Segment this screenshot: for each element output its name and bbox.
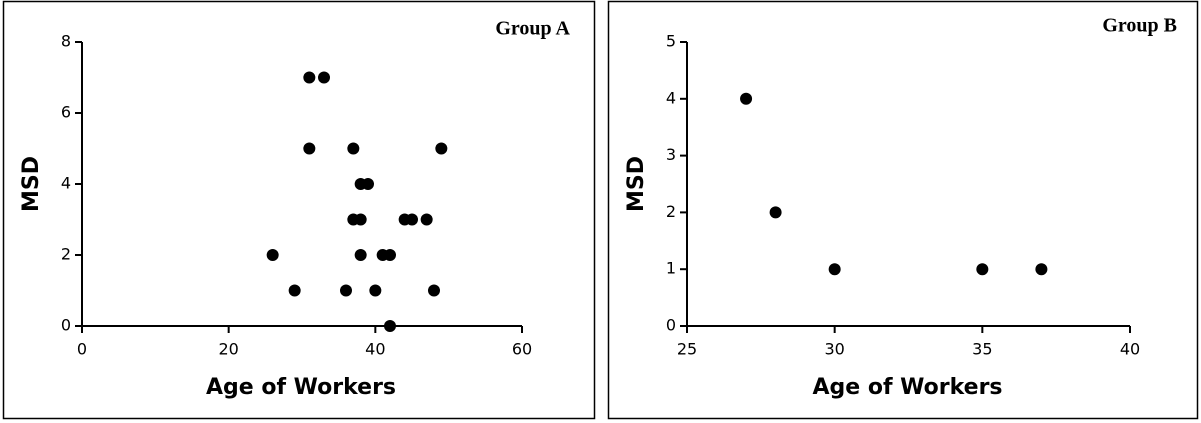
y-axis-title: MSD <box>624 156 649 212</box>
panel-border <box>2 0 596 420</box>
y-tick-label: 2 <box>61 245 71 264</box>
y-tick-label: 3 <box>666 145 676 164</box>
x-tick-label: 35 <box>972 340 992 359</box>
y-tick-label: 4 <box>61 174 71 193</box>
chart-title: Group A <box>495 18 570 40</box>
panel-border <box>607 0 1199 420</box>
x-tick-label: 40 <box>365 340 385 359</box>
y-tick-label: 5 <box>666 32 676 51</box>
point <box>976 263 989 276</box>
x-tick-label: 20 <box>218 340 238 359</box>
y-tick-label: 4 <box>666 88 676 107</box>
point <box>435 142 448 155</box>
point <box>303 142 316 155</box>
point <box>828 263 841 276</box>
point <box>1035 263 1048 276</box>
point <box>340 284 352 297</box>
y-tick-label: 8 <box>61 32 71 51</box>
y-tick-label: 6 <box>61 103 71 122</box>
chart-title: Group B <box>1102 15 1177 37</box>
point <box>266 249 279 261</box>
x-axis-title: Age of Workers <box>206 375 396 400</box>
y-tick-label: 1 <box>666 259 676 278</box>
point <box>740 92 753 105</box>
point <box>369 284 382 297</box>
point <box>288 284 301 297</box>
y-tick-label: 0 <box>61 316 71 335</box>
point <box>354 249 367 261</box>
point <box>303 71 316 84</box>
point <box>384 320 396 332</box>
x-tick-label: 0 <box>77 340 87 359</box>
y-tick-label: 0 <box>666 316 676 335</box>
x-tick-label: 60 <box>512 340 532 359</box>
point <box>347 142 360 155</box>
x-tick-label: 25 <box>677 340 697 359</box>
y-axis-title: MSD <box>19 156 44 212</box>
point <box>406 213 418 226</box>
point <box>362 178 374 190</box>
point <box>769 206 782 219</box>
point <box>384 249 396 261</box>
x-axis-title: Age of Workers <box>812 375 1002 400</box>
point <box>428 284 440 297</box>
x-tick-label: 40 <box>1120 340 1140 359</box>
point <box>420 213 433 226</box>
point <box>354 213 367 226</box>
x-tick-label: 30 <box>824 340 844 359</box>
point <box>318 71 330 84</box>
y-tick-label: 2 <box>666 202 676 221</box>
